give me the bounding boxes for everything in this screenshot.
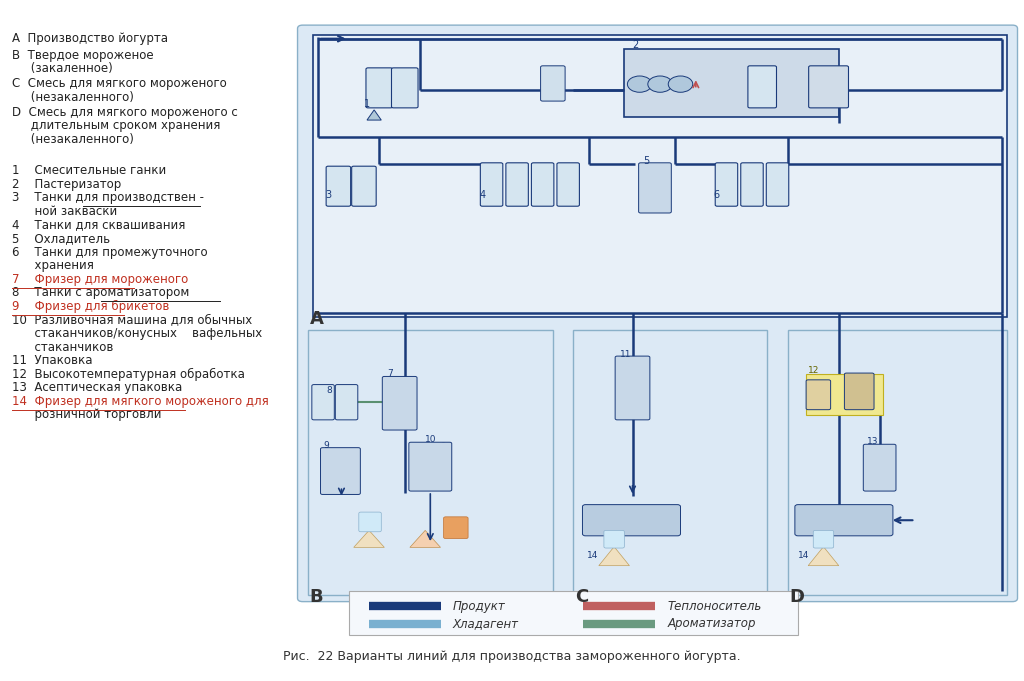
- FancyBboxPatch shape: [382, 377, 417, 430]
- Text: Хладагент: Хладагент: [453, 618, 519, 631]
- Text: C: C: [575, 588, 589, 606]
- FancyBboxPatch shape: [298, 25, 1018, 601]
- Polygon shape: [599, 547, 630, 566]
- Text: B  Твердое мороженое: B Твердое мороженое: [11, 49, 154, 62]
- FancyBboxPatch shape: [541, 66, 565, 101]
- Text: (незакаленного): (незакаленного): [11, 91, 133, 104]
- FancyBboxPatch shape: [615, 356, 650, 420]
- Text: 12: 12: [808, 366, 819, 375]
- FancyBboxPatch shape: [312, 385, 334, 420]
- Text: Продукт: Продукт: [453, 600, 506, 613]
- Text: 2    Пастеризатор: 2 Пастеризатор: [11, 178, 121, 191]
- FancyBboxPatch shape: [443, 517, 468, 539]
- FancyBboxPatch shape: [531, 163, 554, 206]
- FancyBboxPatch shape: [795, 505, 893, 536]
- FancyBboxPatch shape: [845, 373, 874, 410]
- Text: 11  Упаковка: 11 Упаковка: [11, 354, 92, 367]
- FancyBboxPatch shape: [787, 330, 1008, 595]
- Text: (закаленное): (закаленное): [11, 63, 113, 76]
- FancyBboxPatch shape: [335, 385, 357, 420]
- Text: 4: 4: [479, 190, 485, 200]
- FancyBboxPatch shape: [639, 163, 672, 213]
- Text: 3    Танки для производствен -: 3 Танки для производствен -: [11, 191, 204, 204]
- Text: B: B: [310, 588, 324, 606]
- Text: 5    Охладитель: 5 Охладитель: [11, 232, 110, 245]
- Text: A  Производство йогурта: A Производство йогурта: [11, 32, 168, 45]
- Circle shape: [669, 76, 693, 92]
- Text: Рис.  22 Варианты линий для производства замороженного йогурта.: Рис. 22 Варианты линий для производства …: [284, 650, 740, 663]
- Circle shape: [648, 76, 673, 92]
- FancyBboxPatch shape: [308, 330, 553, 595]
- FancyBboxPatch shape: [625, 49, 839, 116]
- FancyBboxPatch shape: [806, 380, 830, 410]
- FancyBboxPatch shape: [351, 166, 376, 206]
- Polygon shape: [808, 547, 839, 566]
- Text: C  Смесь для мягкого мороженого: C Смесь для мягкого мороженого: [11, 78, 226, 91]
- Text: A: A: [310, 310, 324, 328]
- FancyBboxPatch shape: [366, 68, 392, 108]
- Text: 6: 6: [713, 190, 719, 200]
- Text: 14: 14: [798, 550, 809, 560]
- FancyBboxPatch shape: [321, 447, 360, 494]
- Polygon shape: [410, 530, 440, 548]
- Text: 3: 3: [325, 190, 331, 200]
- Text: 5: 5: [643, 156, 649, 166]
- FancyBboxPatch shape: [604, 530, 625, 548]
- Text: 2: 2: [633, 39, 639, 50]
- FancyBboxPatch shape: [863, 444, 896, 491]
- Text: длительным сроком хранения: длительным сроком хранения: [11, 119, 220, 132]
- Text: 9    Фризер для брикетов: 9 Фризер для брикетов: [11, 300, 169, 313]
- Text: 11: 11: [621, 350, 632, 359]
- FancyBboxPatch shape: [326, 166, 350, 206]
- FancyBboxPatch shape: [409, 442, 452, 491]
- Text: Ароматизатор: Ароматизатор: [668, 618, 756, 631]
- FancyBboxPatch shape: [506, 163, 528, 206]
- Text: 13  Асептическая упаковка: 13 Асептическая упаковка: [11, 381, 182, 394]
- Text: 9: 9: [324, 441, 329, 449]
- FancyBboxPatch shape: [766, 163, 788, 206]
- Text: 8: 8: [326, 386, 332, 395]
- Polygon shape: [367, 110, 381, 120]
- Text: 8    Танки с ароматизатором: 8 Танки с ароматизатором: [11, 286, 189, 299]
- Circle shape: [628, 76, 652, 92]
- FancyBboxPatch shape: [813, 530, 834, 548]
- Text: хранения: хранения: [11, 259, 93, 272]
- Polygon shape: [353, 530, 384, 548]
- Text: розничной торговли: розничной торговли: [11, 409, 161, 422]
- Text: 12  Высокотемпературная обработка: 12 Высокотемпературная обработка: [11, 368, 245, 381]
- Text: 10: 10: [425, 435, 436, 444]
- Text: ной закваски: ной закваски: [11, 205, 117, 218]
- FancyBboxPatch shape: [573, 330, 767, 595]
- Text: Теплоноситель: Теплоноситель: [668, 600, 762, 613]
- Text: 7: 7: [387, 370, 393, 379]
- Text: D  Смесь для мягкого мороженого с: D Смесь для мягкого мороженого с: [11, 106, 238, 119]
- FancyBboxPatch shape: [809, 66, 849, 108]
- FancyBboxPatch shape: [740, 163, 763, 206]
- Text: D: D: [790, 588, 805, 606]
- FancyBboxPatch shape: [806, 375, 883, 415]
- FancyBboxPatch shape: [348, 590, 798, 635]
- FancyBboxPatch shape: [358, 512, 381, 532]
- Text: 14  Фризер для мягкого мороженого для: 14 Фризер для мягкого мороженого для: [11, 395, 268, 408]
- Text: 10  Разливочная машина для обычных: 10 Разливочная машина для обычных: [11, 313, 252, 326]
- Text: 7    Фризер для мороженого: 7 Фризер для мороженого: [11, 272, 187, 285]
- FancyBboxPatch shape: [391, 68, 418, 108]
- Text: 4    Танки для сквашивания: 4 Танки для сквашивания: [11, 219, 185, 232]
- FancyBboxPatch shape: [715, 163, 737, 206]
- FancyBboxPatch shape: [748, 66, 776, 108]
- Text: 14: 14: [587, 550, 598, 560]
- Text: 13: 13: [867, 437, 879, 446]
- FancyBboxPatch shape: [480, 163, 503, 206]
- Text: стаканчиков: стаканчиков: [11, 340, 113, 353]
- Text: 1    Смесительные ганки: 1 Смесительные ганки: [11, 164, 166, 177]
- Text: 1: 1: [364, 99, 370, 108]
- FancyBboxPatch shape: [313, 35, 1008, 317]
- FancyBboxPatch shape: [583, 505, 681, 536]
- FancyBboxPatch shape: [557, 163, 580, 206]
- Text: (незакаленного): (незакаленного): [11, 133, 133, 146]
- Text: 6    Танки для промежуточного: 6 Танки для промежуточного: [11, 246, 207, 259]
- Text: стаканчиков/конусных    вафельных: стаканчиков/конусных вафельных: [11, 327, 262, 340]
